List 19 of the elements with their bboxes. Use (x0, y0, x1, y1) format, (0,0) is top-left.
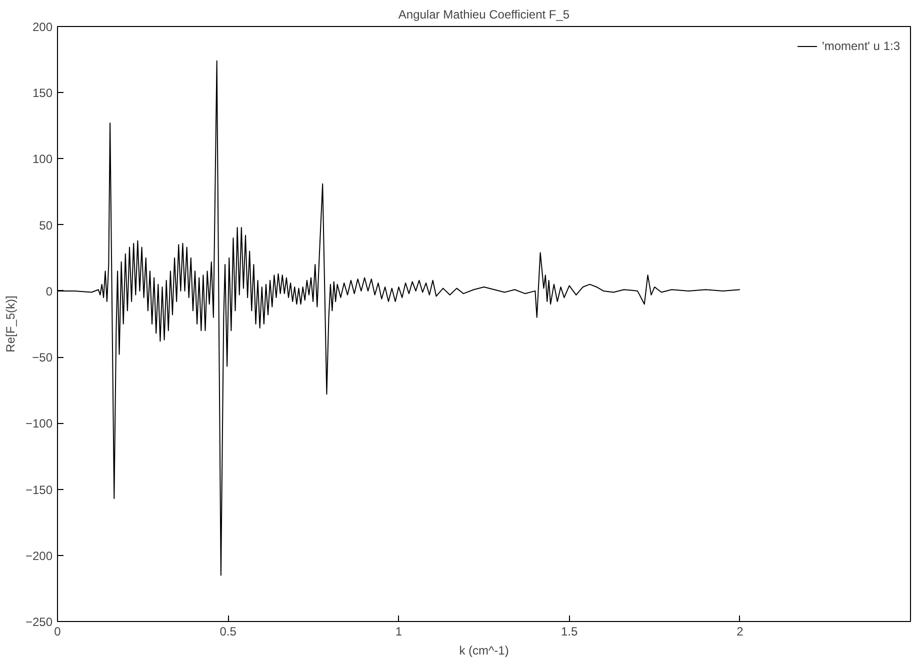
y-tick-label: 0 (46, 284, 53, 298)
x-tick-label: 2 (736, 624, 744, 638)
y-tick-label: −150 (25, 482, 53, 497)
y-axis-title: Re[F_5(k)] (3, 296, 18, 352)
y-tick-label: −200 (25, 548, 53, 563)
y-tick-label: −250 (25, 615, 53, 629)
x-axis-title: k (cm^-1) (459, 644, 509, 658)
legend-label: 'moment' u 1:3 (822, 39, 900, 53)
y-tick-label: 150 (32, 86, 53, 100)
chart-title: Angular Mathieu Coefficient F_5 (398, 8, 570, 22)
y-tick-label: 100 (32, 152, 53, 166)
y-tick-label: −100 (25, 416, 53, 431)
y-tick-label: 200 (32, 20, 53, 34)
x-tick-label: 0 (54, 624, 62, 638)
x-tick-label: 0.5 (220, 624, 237, 638)
y-tick-label: 50 (39, 218, 53, 232)
x-tick-label: 1 (395, 624, 402, 638)
x-tick-label: 1.5 (560, 624, 578, 638)
y-tick-label: −50 (32, 350, 53, 365)
